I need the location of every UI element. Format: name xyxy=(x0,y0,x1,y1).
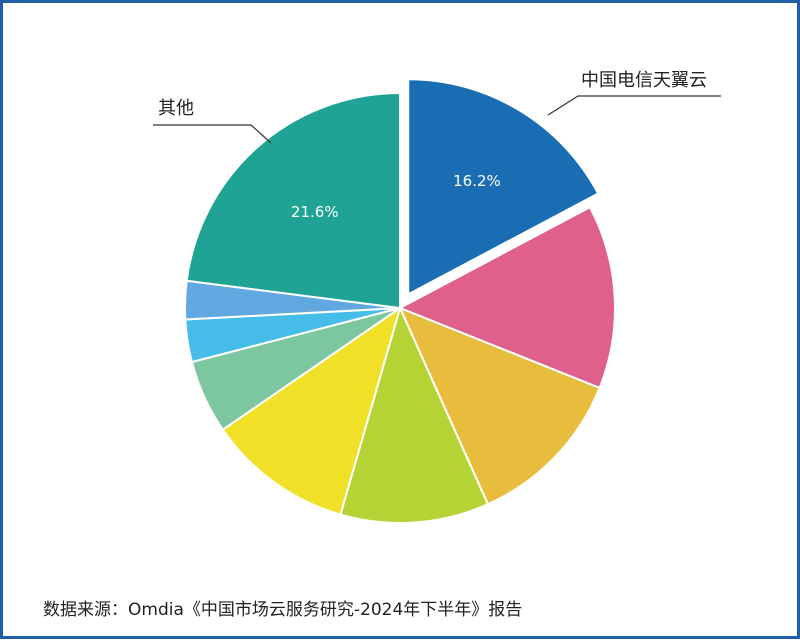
pie-slice xyxy=(398,306,601,506)
leader-line xyxy=(547,95,721,116)
pie-slice xyxy=(397,205,616,390)
pie-chart: 16.2% 中国电信天翼云 21.6% 其他 xyxy=(153,70,721,524)
slice-category-label: 中国电信天翼云 xyxy=(581,70,707,91)
leader-line xyxy=(153,124,272,144)
pie-slice xyxy=(339,305,490,524)
pie-slice xyxy=(185,91,401,310)
pie-slice xyxy=(221,305,402,516)
pie-slice xyxy=(407,78,600,296)
slice-value-label: 21.6% xyxy=(291,203,339,221)
slice-category-label: 其他 xyxy=(158,98,194,119)
source-note: 数据来源：Omdia《中国市场云服务研究-2024年下半年》报告 xyxy=(43,600,523,620)
slice-value-label: 16.2% xyxy=(453,172,501,190)
